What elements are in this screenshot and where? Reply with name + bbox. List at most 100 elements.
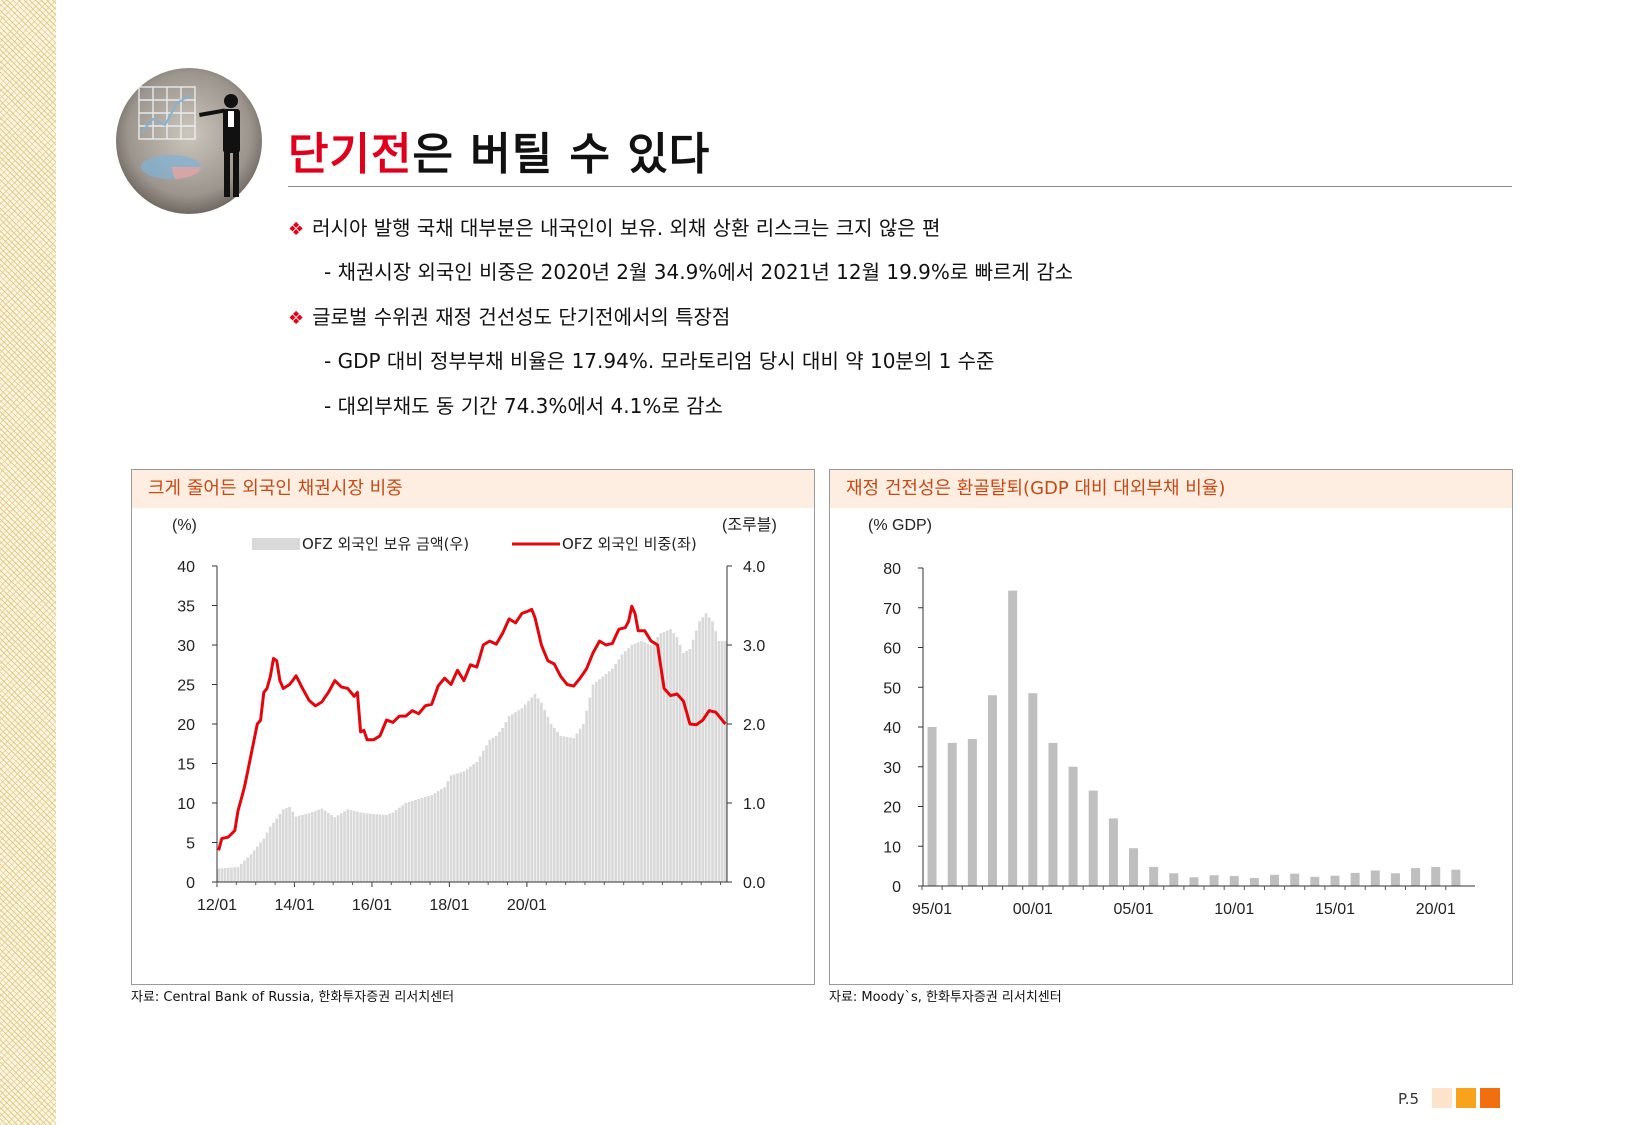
presenter-logo-illustration [116,68,262,214]
page-number: P.5 [1398,1090,1420,1108]
right-tick-label: 2.0 [743,717,765,734]
holding-bar [223,868,227,882]
holding-bar [343,811,346,882]
holding-bar [643,642,647,882]
holding-bar [249,854,253,882]
holding-bar [572,738,576,882]
sub-bullet-text: GDP 대비 정부부채 비율은 17.94%. 모라토리엄 당시 대비 약 10… [337,349,995,373]
holding-bar [349,810,353,882]
holding-bar [314,810,317,882]
debt-bar [967,738,977,886]
holding-bar [246,857,249,882]
holding-bar [623,651,627,882]
holding-bar [672,633,676,882]
right-tick-label: 3.0 [743,638,765,655]
holding-bar [540,702,543,882]
legend-bar-swatch [252,538,300,550]
holding-bar [430,795,433,882]
holding-bar [724,641,727,882]
holding-bar [410,801,414,882]
holding-bar [233,867,237,882]
debt-bar [1411,868,1421,886]
debt-bar [1229,876,1239,886]
left-tick-label: 25 [177,678,195,695]
debt-bar [1028,693,1038,886]
holding-bar [698,621,701,882]
footer-square-mid [1456,1088,1476,1108]
holding-bar [401,805,404,882]
y-tick-label: 80 [883,561,901,578]
holding-bar [391,812,395,882]
holding-bar [433,793,437,882]
holding-bar [565,737,569,882]
chart-source: 자료: Moody`s, 한화투자증권 리서치센터 [829,990,1062,1005]
holding-bar [607,671,611,882]
holding-bar [594,681,598,882]
left-tick-label: 15 [177,757,195,774]
holding-bar [659,633,663,882]
debt-bar [1189,877,1199,886]
holding-bar [310,812,314,882]
left-tick-label: 0 [186,875,195,892]
holding-bar [226,867,230,882]
holding-bar [707,617,711,882]
dash-marker: - [324,349,332,373]
debt-bar [1008,590,1018,886]
debt-bar [1290,873,1300,886]
holding-bar [465,769,469,882]
debt-bar [1390,873,1400,886]
left-tick-label: 20 [177,717,195,734]
x-tick-label: 14/01 [274,897,314,914]
holding-bar [297,815,301,882]
holding-bar [414,800,417,882]
y-tick-label: 20 [883,800,901,817]
dash-marker: - [324,394,332,418]
holding-bar [562,736,566,882]
holding-bar [459,772,463,882]
debt-bar [1431,866,1441,886]
chart-title: 재정 건전성은 환골탈퇴(GDP 대비 대외부채 비율) [830,470,1512,508]
holding-bar [333,817,337,882]
holding-bar [682,652,685,882]
holding-bar [662,631,666,882]
holding-bar [398,807,401,882]
x-tick-label: 00/01 [1013,901,1053,918]
foreign-share-line [217,604,727,851]
holding-bar [520,708,524,882]
side-decorative-pattern [0,0,56,1125]
holding-bar [288,806,291,882]
left-tick-label: 35 [177,599,195,616]
holding-bar [346,809,350,882]
holding-bar [669,629,672,882]
y-tick-label: 40 [883,720,901,737]
y-tick-label: 10 [883,839,901,856]
debt-bar [1169,873,1179,886]
holding-bar [630,645,634,882]
holding-bar [701,617,705,882]
holding-bar [717,641,721,882]
holding-bar [272,822,275,882]
chart-title: 크게 줄어든 외국인 채권시장 비중 [132,470,814,508]
right-tick-label: 1.0 [743,796,765,813]
holding-bar [578,728,582,882]
right-tick-label: 4.0 [743,559,765,576]
holding-bar [420,798,424,882]
chart-panel-external-debt: 재정 건전성은 환골탈퇴(GDP 대비 대외부채 비율) 80 70 60 50 40 3… [829,469,1513,985]
holding-bar [685,650,688,882]
legend-line-label: OFZ 외국인 비중(좌) [562,535,697,553]
holding-bar [443,787,446,882]
debt-bar [1370,870,1380,886]
holding-bar [217,868,220,882]
holding-bar [559,735,563,882]
holding-bar [488,739,492,882]
y-tick-label: 0 [892,879,901,896]
bullet-text: 글로벌 수위권 재정 건선성도 단기전에서의 특장점 [312,305,731,329]
holding-bar [617,659,621,882]
holding-bar [339,813,343,882]
holding-bar [485,745,488,882]
holding-bar [239,863,243,882]
holding-bar [352,810,356,882]
holding-bar [598,679,601,882]
holding-bar [523,704,527,882]
holding-bar [375,814,379,882]
